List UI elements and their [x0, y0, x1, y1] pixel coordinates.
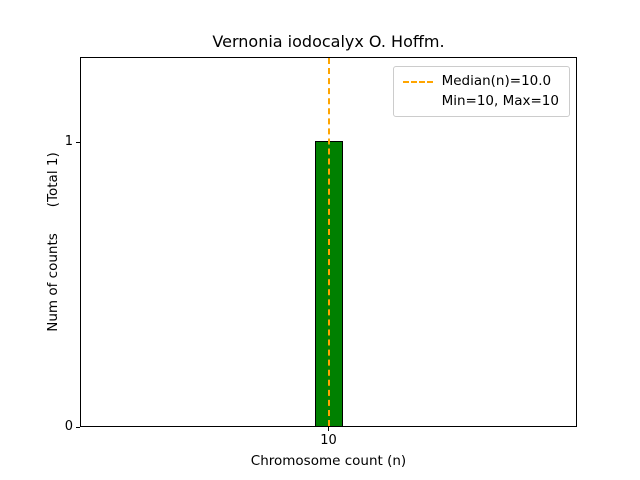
- x-axis-label: Chromosome count (n): [250, 453, 407, 469]
- y-tick-mark-1: [76, 141, 80, 143]
- median-line: [327, 58, 330, 426]
- plot-area: Median(n)=10.0 Min=10, Max=10: [80, 57, 577, 427]
- legend-entry-median: Median(n)=10.0: [402, 73, 559, 89]
- legend-label-minmax: Min=10, Max=10: [441, 93, 559, 109]
- dashed-line-icon: [402, 80, 433, 83]
- y-tick-mark-0: [76, 426, 80, 428]
- chart-title: Vernonia iodocalyx O. Hoffm.: [212, 32, 445, 51]
- y-axis-label: Num of counts (Total 1): [45, 152, 61, 331]
- legend-label-median: Median(n)=10.0: [441, 73, 552, 89]
- legend: Median(n)=10.0 Min=10, Max=10: [392, 66, 570, 117]
- y-axis-label-text: Num of counts: [45, 233, 61, 332]
- y-axis-total-annotation: (Total 1): [45, 152, 61, 208]
- y-tick-label-1: 1: [64, 134, 73, 150]
- x-tick-label-10: 10: [320, 433, 337, 448]
- legend-entry-minmax: Min=10, Max=10: [403, 94, 559, 109]
- y-tick-label-0: 0: [64, 419, 73, 434]
- x-tick-mark-10: [328, 427, 329, 431]
